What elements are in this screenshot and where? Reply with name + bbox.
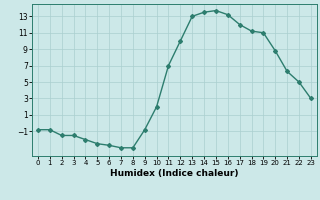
X-axis label: Humidex (Indice chaleur): Humidex (Indice chaleur) xyxy=(110,169,239,178)
